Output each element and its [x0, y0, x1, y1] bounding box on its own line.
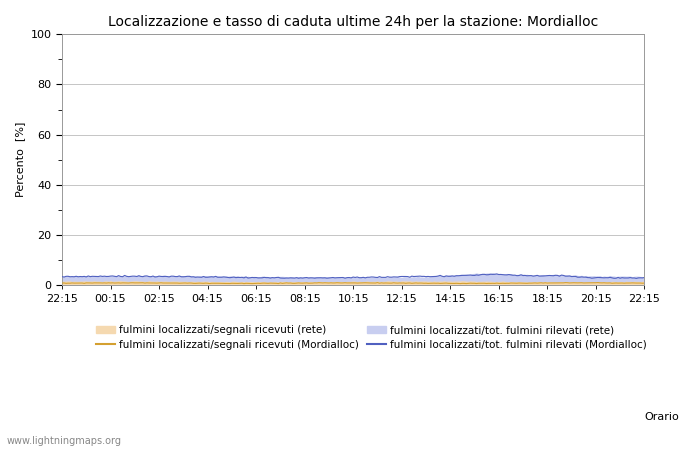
Text: www.lightningmaps.org: www.lightningmaps.org [7, 436, 122, 446]
Y-axis label: Percento  [%]: Percento [%] [15, 122, 25, 198]
Text: Orario: Orario [644, 412, 679, 422]
Title: Localizzazione e tasso di caduta ultime 24h per la stazione: Mordialloc: Localizzazione e tasso di caduta ultime … [108, 15, 598, 29]
Legend: fulmini localizzati/segnali ricevuti (rete), fulmini localizzati/segnali ricevut: fulmini localizzati/segnali ricevuti (re… [97, 325, 647, 350]
